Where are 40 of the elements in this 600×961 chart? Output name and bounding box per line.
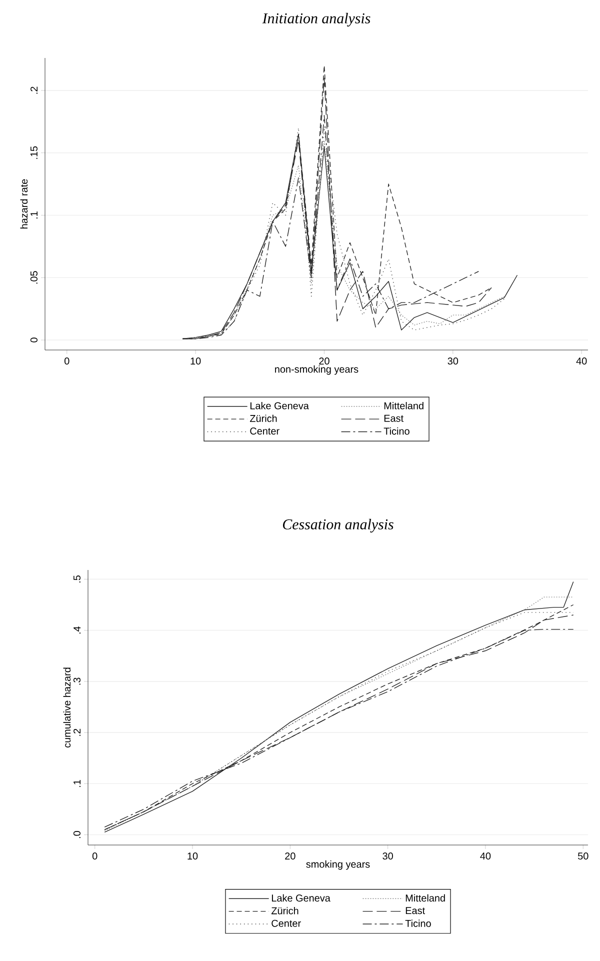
x-tick-label: 20 xyxy=(285,852,296,860)
x-tick-label: 0 xyxy=(64,358,70,365)
x-tick-label: 40 xyxy=(480,852,491,860)
legend-label: Lake Geneva xyxy=(250,402,309,410)
y-tick-label: .3 xyxy=(73,678,80,685)
legend-label: Center xyxy=(250,428,280,435)
y-tick-label: .15 xyxy=(30,146,38,159)
legend-label: Zürich xyxy=(271,906,298,914)
y-tick-label: .5 xyxy=(74,575,80,582)
y-tick-label: .2 xyxy=(74,728,80,736)
legend-label: Ticino xyxy=(384,427,410,435)
y-tick-label: .2 xyxy=(30,86,38,94)
x-tick-label: 30 xyxy=(382,852,393,860)
y-axis-title: cumulative hazard xyxy=(63,668,71,748)
legend-label: Mitteland xyxy=(406,894,445,902)
chart-title: Cessation analysis xyxy=(282,518,394,532)
x-axis-title: non-smoking years xyxy=(275,365,358,375)
legend-label: Mitteland xyxy=(384,402,424,410)
x-axis-title: smoking years xyxy=(306,860,370,870)
legend-label: Ticino xyxy=(405,920,431,927)
x-tick-label: 50 xyxy=(578,852,588,860)
chart-title: Initiation analysis xyxy=(262,12,370,26)
x-tick-label: 10 xyxy=(190,358,201,365)
x-tick-label: 30 xyxy=(448,358,458,365)
y-tick-label: 0 xyxy=(30,338,38,342)
x-tick-label: 20 xyxy=(319,358,330,365)
x-tick-label: 40 xyxy=(576,358,587,365)
legend-label: East xyxy=(406,907,425,914)
legend-label: East xyxy=(384,414,404,422)
x-tick-label: 10 xyxy=(188,852,198,860)
y-tick-label: .1 xyxy=(30,212,38,218)
x-tick-label: 0 xyxy=(92,852,98,860)
y-tick-label: .05 xyxy=(30,271,38,284)
y-tick-label: .0 xyxy=(73,831,80,838)
legend-label: Zürich xyxy=(250,414,277,422)
y-tick-label: .4 xyxy=(74,626,80,634)
y-tick-label: .1 xyxy=(74,780,80,787)
legend-label: Center xyxy=(272,920,301,927)
y-axis-title: hazard rate xyxy=(20,179,28,229)
legend-label: Lake Geneva xyxy=(272,894,330,902)
